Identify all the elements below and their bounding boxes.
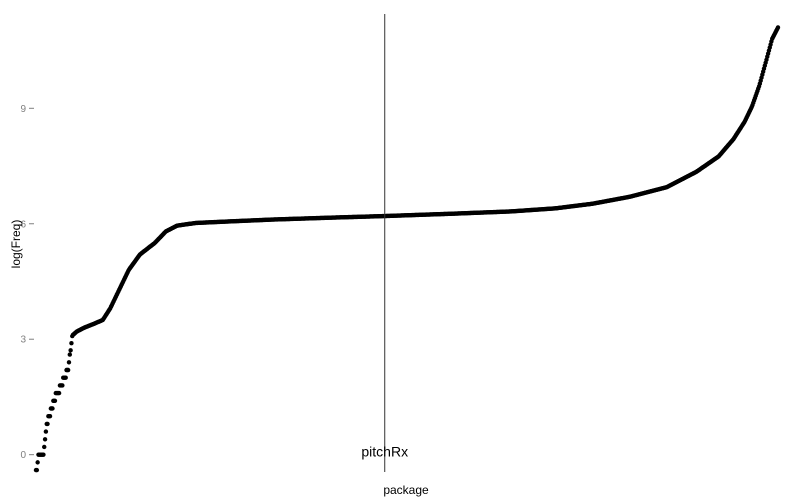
data-point bbox=[67, 352, 73, 357]
data-point bbox=[69, 341, 74, 346]
data-point bbox=[42, 444, 47, 450]
data-point bbox=[34, 467, 40, 473]
data-point bbox=[45, 421, 50, 427]
data-point bbox=[65, 367, 71, 373]
y-tick-label: 3 bbox=[20, 335, 26, 346]
data-point bbox=[41, 452, 46, 457]
data-point bbox=[42, 437, 48, 442]
data-point bbox=[52, 398, 58, 403]
y-tick-label: 0 bbox=[20, 450, 26, 461]
data-point bbox=[66, 360, 72, 365]
data-point bbox=[43, 429, 49, 434]
data-point bbox=[47, 413, 53, 419]
data-point bbox=[50, 406, 55, 411]
y-tick-label: 6 bbox=[20, 219, 26, 230]
marker-label: pitchRx bbox=[361, 444, 408, 460]
data-point bbox=[63, 375, 68, 380]
data-point bbox=[35, 460, 40, 465]
y-axis-title: log(Freq) bbox=[9, 220, 23, 269]
data-points bbox=[33, 25, 781, 473]
data-point bbox=[775, 25, 781, 30]
y-tick-label: 9 bbox=[20, 104, 26, 115]
y-axis: 0 3 6 9 bbox=[20, 104, 34, 461]
x-axis-title: package bbox=[383, 483, 429, 497]
data-point bbox=[68, 348, 73, 353]
data-point bbox=[56, 390, 62, 396]
data-point bbox=[60, 383, 65, 388]
